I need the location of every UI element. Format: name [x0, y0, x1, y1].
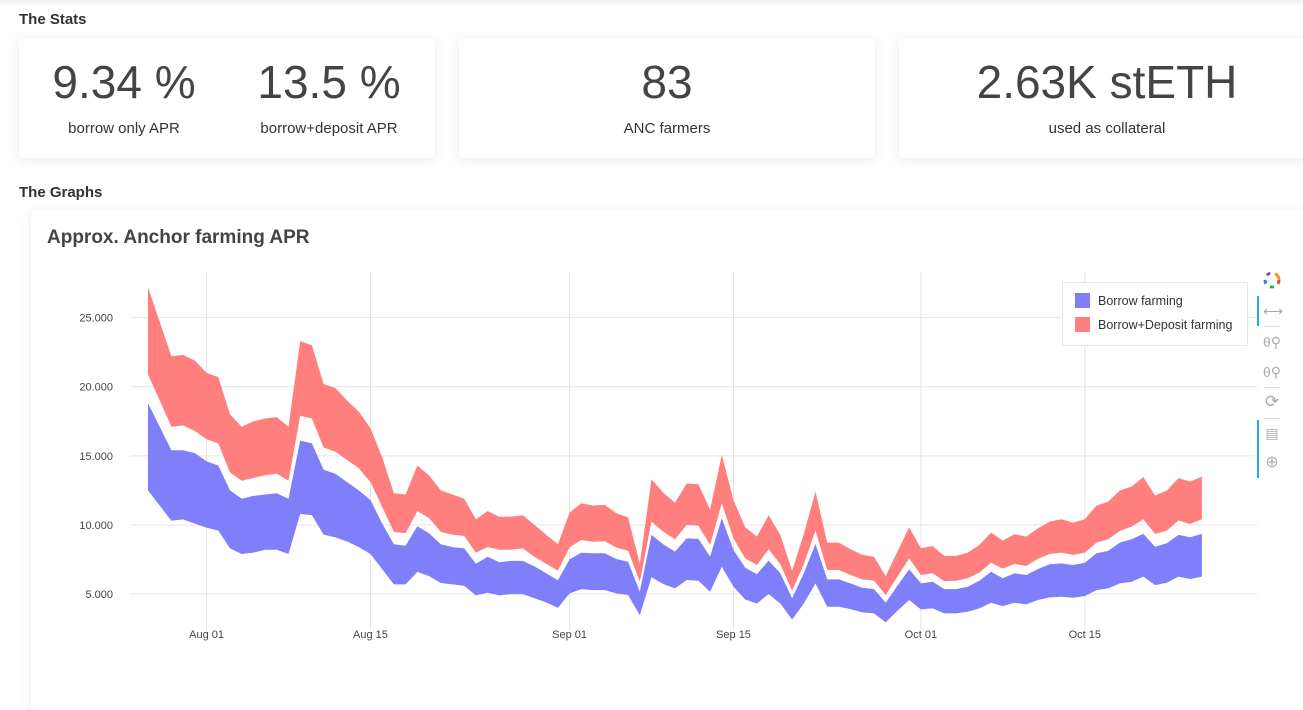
- chart-title: Approx. Anchor farming APR: [47, 227, 310, 248]
- toolbar-divider: [1264, 418, 1280, 419]
- toolbar-divider: [1264, 387, 1280, 388]
- stat-value: 9.34 %: [52, 56, 196, 108]
- section-title-stats: The Stats: [19, 11, 87, 28]
- wheel-zoom-out-icon[interactable]: θ⚲: [1263, 364, 1282, 380]
- collateral-card: 2.63K stETH used as collateral: [899, 38, 1303, 158]
- chart-legend: Borrow farming Borrow+Deposit farming: [1062, 282, 1248, 346]
- x-tick-label: Sep 01: [552, 629, 587, 641]
- pan-icon[interactable]: ⟷: [1263, 303, 1284, 319]
- x-tick-label: Aug 01: [189, 629, 224, 641]
- reset-icon[interactable]: ⟳: [1264, 392, 1280, 411]
- legend-label: Borrow farming: [1098, 293, 1183, 308]
- active-tool-indicator: [1257, 420, 1259, 478]
- stat-label: borrow only APR: [68, 120, 180, 137]
- stat-value: 83: [641, 56, 693, 108]
- stat-label: used as collateral: [1048, 120, 1166, 137]
- apr-stats-card: 9.34 % borrow only APR 13.5 % borrow+dep…: [19, 38, 435, 158]
- crosshair-icon[interactable]: ⊕: [1265, 454, 1279, 471]
- apr-area-chart[interactable]: 5.000 10.000 15.000 20.000 25.000 Aug 01 Aug 1…: [0, 0, 1303, 692]
- legend-swatch: [1075, 317, 1090, 332]
- anc-farmers-card: 83 ANC farmers: [459, 38, 875, 158]
- y-tick-label: 15.000: [79, 451, 113, 463]
- area-borrow-farming[interactable]: [148, 403, 1202, 623]
- x-tick-label: Sep 15: [716, 629, 751, 641]
- y-tick-label: 20.000: [79, 382, 113, 394]
- section-title-graphs: The Graphs: [19, 184, 103, 201]
- bokeh-logo-icon[interactable]: [1263, 271, 1281, 289]
- area-borrow-deposit-farming[interactable]: [148, 287, 1202, 595]
- collateral-stat: 2.63K stETH used as collateral: [957, 56, 1257, 137]
- stat-label: ANC farmers: [623, 120, 711, 137]
- legend-swatch: [1075, 293, 1090, 308]
- x-tick-label: Oct 15: [1069, 629, 1101, 641]
- stat-label: borrow+deposit APR: [260, 120, 398, 137]
- toolbar-divider: [1264, 326, 1280, 327]
- y-tick-label: 5.000: [85, 589, 113, 601]
- stat-value: 2.63K stETH: [976, 56, 1238, 108]
- hover-icon[interactable]: ▤: [1265, 425, 1279, 441]
- y-tick-label: 10.000: [79, 520, 113, 532]
- stat-value: 13.5 %: [257, 56, 401, 108]
- legend-item-borrow-deposit[interactable]: Borrow+Deposit farming: [1075, 317, 1232, 332]
- legend-label: Borrow+Deposit farming: [1098, 317, 1233, 332]
- active-tool-indicator: [1257, 296, 1259, 326]
- borrow-deposit-apr-stat: 13.5 % borrow+deposit APR: [219, 56, 439, 137]
- legend-item-borrow[interactable]: Borrow farming: [1075, 293, 1183, 308]
- y-tick-label: 25.000: [79, 313, 113, 325]
- top-shadow: [0, 0, 1303, 6]
- anc-farmers-stat: 83 ANC farmers: [557, 56, 777, 137]
- x-tick-label: Aug 15: [353, 629, 388, 641]
- borrow-only-apr-stat: 9.34 % borrow only APR: [14, 56, 234, 137]
- wheel-zoom-in-icon[interactable]: θ⚲: [1263, 334, 1282, 350]
- x-tick-label: Oct 01: [905, 629, 937, 641]
